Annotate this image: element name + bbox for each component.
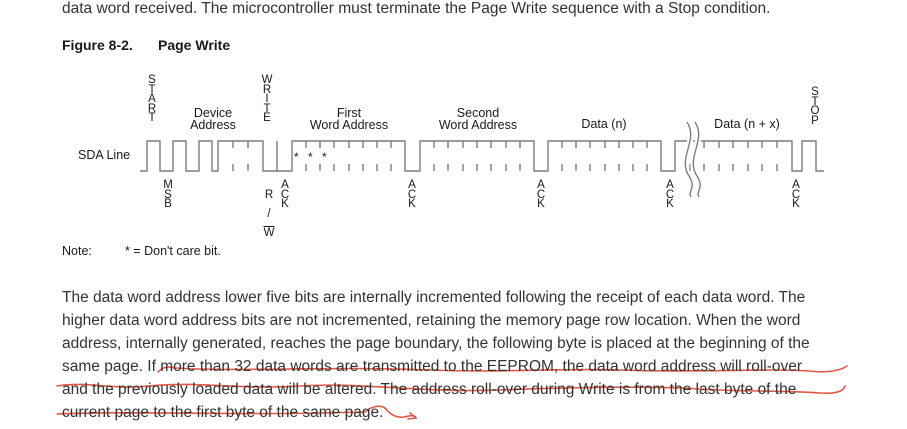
write-label: W R I T E — [261, 74, 273, 125]
stop-label: S T O P — [810, 86, 820, 127]
paragraph-line: The data word address lower five bits ar… — [62, 289, 806, 306]
ack-label-2: A C K — [407, 179, 417, 211]
rw-slash: / — [267, 207, 271, 220]
second-word-address-label: Second Word Address — [438, 106, 518, 132]
note-line: Note: * = Don't care bit. — [62, 244, 221, 258]
msb-label: M S B — [163, 179, 173, 211]
data-n-x-label: Data (n + x) — [714, 117, 780, 131]
paragraph-line: address, internally generated, reaches t… — [62, 335, 810, 352]
ack-label-5: A C K — [791, 179, 801, 211]
ack-label-3: A C K — [536, 179, 546, 211]
paragraph-line: same page. If more than 32 data words ar… — [62, 358, 803, 375]
note-text: * = Don't care bit. — [125, 244, 221, 258]
read-write-label: R / W — [264, 181, 275, 248]
rw-w-overline: W — [263, 226, 275, 239]
figure-number: Figure 8-2. — [62, 37, 133, 53]
paragraph-line: current page to the first byte of the sa… — [62, 404, 384, 421]
break-squiggle — [682, 120, 704, 199]
note-label: Note: — [62, 244, 92, 258]
sda-line-label: SDA Line — [78, 148, 131, 162]
figure-caption: Figure 8-2. Page Write — [62, 37, 230, 53]
ack-label-1: A C K — [280, 179, 290, 211]
data-n-label: Data (n) — [581, 117, 627, 131]
sda-waveform-line — [140, 140, 824, 172]
paragraph-line: higher data word address bits are not in… — [62, 312, 801, 329]
dont-care-stars: * * * — [294, 150, 330, 164]
first-word-address-label: First Word Address — [309, 106, 389, 132]
figure-name: Page Write — [158, 37, 231, 53]
start-label: S T A R T — [147, 74, 157, 125]
body-paragraph: The data word address lower five bits ar… — [62, 286, 862, 424]
top-paragraph-line: data word received. The microcontroller … — [62, 0, 771, 17]
device-address-label: Device Address — [190, 106, 236, 132]
paragraph-line: and the previously loaded data will be a… — [62, 381, 797, 398]
rw-r: R — [264, 188, 274, 201]
ack-label-4: A C K — [665, 179, 675, 211]
